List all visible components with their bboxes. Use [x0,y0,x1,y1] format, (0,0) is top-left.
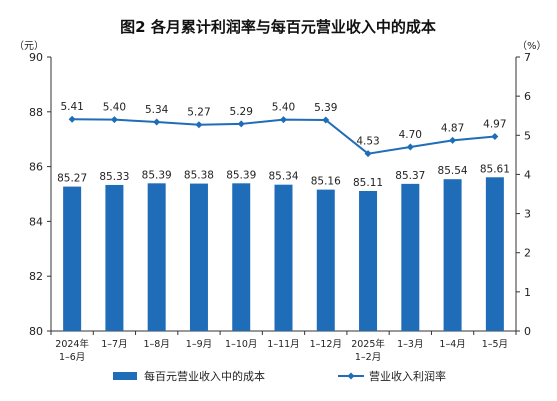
x-category-label: 2025年 [351,338,385,350]
legend-line-marker [347,372,355,380]
right-axis-unit: （%） [517,40,547,52]
left-tick-label: 88 [29,106,43,119]
bar-value-label: 85.61 [480,163,510,175]
line-value-label: 5.29 [230,106,253,118]
line-point [237,120,245,128]
x-category-label: 2024年 [55,338,89,350]
bar [316,189,335,331]
x-category-label: 1–8月 [144,339,170,350]
line-value-label: 5.27 [187,107,210,119]
line-point [110,116,118,124]
bar [232,183,251,331]
bar-value-label: 85.54 [438,165,468,177]
line-value-label: 4.70 [399,129,422,141]
bar-value-label: 85.16 [311,176,341,188]
left-tick-label: 90 [29,51,43,64]
x-category-label: 1–6月 [59,352,85,363]
right-tick-label: 5 [524,129,531,142]
left-axis-unit: （元） [14,40,44,52]
legend-line-label: 营业收入利润率 [369,369,446,383]
bar-value-label: 85.34 [268,171,298,183]
right-tick-label: 4 [524,168,531,181]
line-value-label: 5.40 [272,102,295,114]
line-point [449,136,457,144]
legend-bar-label: 每百元营业收入中的成本 [144,369,265,383]
x-category-label: 1–2月 [355,352,381,363]
left-tick-label: 84 [29,215,43,228]
line-value-label: 5.39 [314,102,337,114]
right-tick-label: 1 [524,286,531,299]
line-point [406,143,414,151]
line-point [153,118,161,126]
line-point [364,150,372,158]
bar-value-label: 85.38 [184,170,214,182]
bar-value-label: 85.33 [99,171,129,183]
bar [443,179,462,331]
line-point [280,116,287,124]
x-category-label: 1–4月 [439,339,465,350]
right-tick-label: 2 [524,247,531,260]
chart-title: 图2 各月累计利润率与每百元营业收入中的成本 [120,18,436,36]
bar [401,183,420,331]
bar [147,183,166,331]
line-point [491,132,499,140]
line-value-label: 4.97 [483,118,506,130]
plot-area: 80 82 84 86 88 90 0 1 2 3 4 5 6 7 85.27 85.33 85.39 85.38… [29,51,531,363]
bar [359,190,378,331]
bar [63,186,82,331]
bar [274,184,293,331]
x-category-label: 1–11月 [267,339,299,350]
line-value-label: 4.53 [356,136,379,148]
legend: 每百元营业收入中的成本 营业收入利润率 [113,369,446,383]
bar-value-label: 85.37 [395,170,425,182]
line-point [68,115,76,123]
bar-value-label: 85.39 [142,169,172,181]
line-value-label: 5.41 [60,101,83,113]
x-category-label: 1–12月 [310,339,342,350]
bar [105,184,124,331]
line-point [322,116,330,124]
right-tick-label: 0 [524,325,531,338]
left-tick-label: 80 [29,325,43,338]
left-tick-label: 86 [29,161,43,174]
left-tick-label: 82 [29,270,43,283]
x-category-label: 1–5月 [482,339,508,350]
x-category-label: 1–10月 [225,339,257,350]
x-category-label: 1–3月 [397,339,423,350]
bar-value-label: 85.39 [226,169,256,181]
right-tick-label: 7 [524,51,531,64]
line-point [195,121,203,129]
bar-value-label: 85.27 [57,173,87,185]
bar [189,183,208,331]
line-value-label: 5.40 [103,102,126,114]
profit-margin-line [72,118,495,155]
legend-bar-swatch [113,372,137,380]
bar [485,177,504,331]
x-category-label: 1–7月 [101,339,127,350]
line-value-label: 5.34 [145,104,169,116]
line-value-label: 4.87 [441,122,464,134]
bar-value-label: 85.11 [353,177,383,189]
right-tick-label: 3 [524,208,531,221]
right-tick-label: 6 [524,90,531,103]
x-category-label: 1–9月 [186,339,212,350]
